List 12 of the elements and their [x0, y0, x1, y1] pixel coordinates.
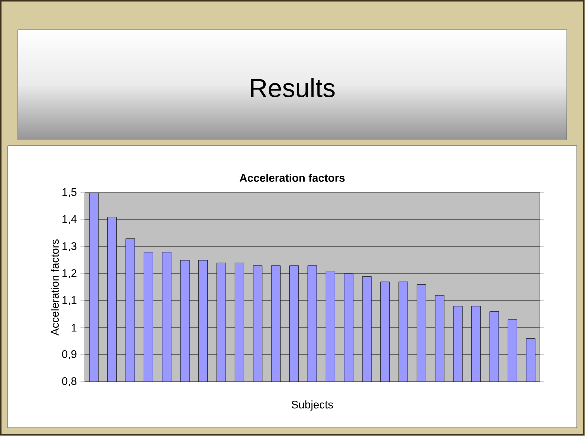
y-tick-label: 1,2 [62, 269, 77, 279]
chart-subtitle: Acceleration factors [240, 174, 345, 182]
y-tick-label: 1,3 [62, 242, 77, 252]
chart-title: Results [251, 78, 335, 98]
y-tick-label: 0,9 [62, 350, 77, 360]
y-axis-title: Acceleration factors [50, 240, 60, 336]
y-tick-label: 1,1 [62, 296, 77, 306]
y-tick-label: 1 [72, 324, 77, 332]
y-tick-label: 0,8 [62, 377, 77, 387]
x-axis-title: Subjects [292, 400, 334, 411]
y-tick-label: 1,5 [62, 188, 77, 198]
y-tick-label: 1,4 [62, 216, 77, 224]
